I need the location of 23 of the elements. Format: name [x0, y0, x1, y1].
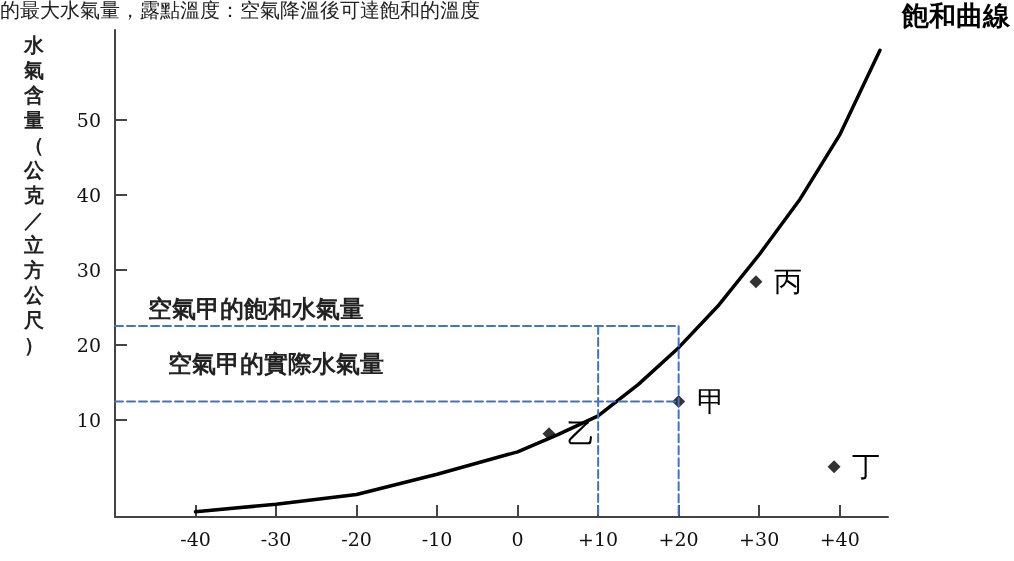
annotation: 丙 [773, 265, 802, 299]
x-tick-label: +40 [819, 527, 860, 550]
y-tick-label: 20 [76, 333, 101, 356]
text: 水氣含量（公克／立方公尺） [24, 32, 44, 357]
annotation: 甲 [696, 385, 725, 419]
x-tick-label: +10 [578, 527, 619, 550]
text: 飽和曲線 [901, 0, 1011, 31]
annotation: 空氣甲的實際水氣量 [168, 350, 384, 378]
y-tick-label: 50 [76, 108, 101, 131]
annotation: 丁 [852, 450, 881, 484]
y-tick-label: 30 [76, 258, 101, 281]
y-tick-label: 40 [76, 183, 101, 206]
x-tick-label: -40 [180, 527, 211, 550]
annotation: 乙 [567, 417, 596, 451]
annotation: 空氣甲的飽和水氣量 [148, 295, 364, 323]
text: 的最大水氣量，露點溫度：空氣降溫後可達飽和的溫度 [0, 0, 480, 22]
x-tick-label: +30 [739, 527, 780, 550]
x-tick-label: -10 [421, 527, 453, 550]
x-tick-label: 0 [511, 527, 524, 550]
y-tick-label: 10 [76, 408, 101, 431]
x-tick-label: -30 [260, 527, 292, 550]
x-tick-label: +20 [658, 527, 699, 550]
x-tick-label: -20 [341, 527, 372, 550]
